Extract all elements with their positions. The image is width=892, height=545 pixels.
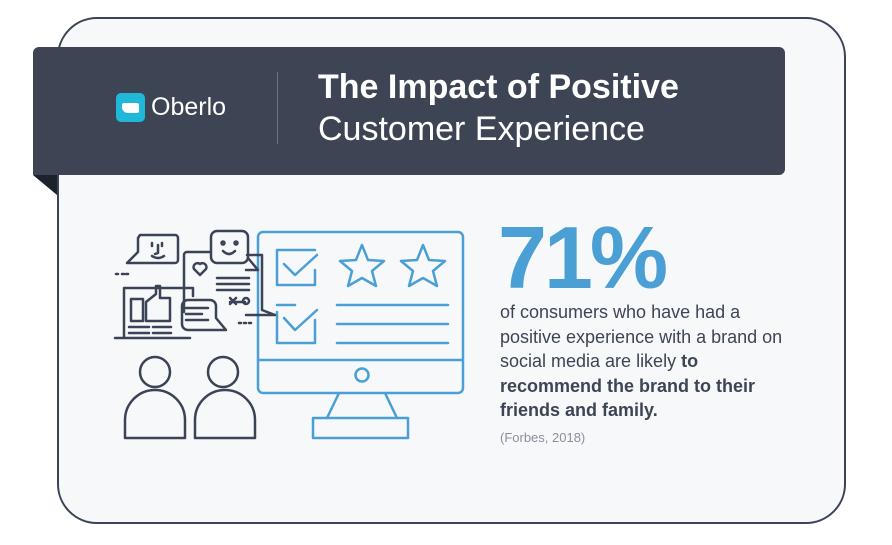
price-tag-icon — [116, 93, 145, 122]
laptop-icon — [113, 284, 195, 340]
title-line-1: The Impact of Positive — [318, 68, 679, 106]
chat-bubble-icon — [125, 233, 180, 265]
banner-fold — [33, 175, 57, 195]
checkbox-icon — [275, 248, 317, 287]
checkbox-icon — [275, 303, 317, 345]
description-text: of consumers who have had a positive exp… — [500, 302, 783, 371]
star-icon — [399, 243, 447, 288]
monitor-icon — [256, 230, 465, 440]
oberlo-logo: Oberlo — [116, 93, 226, 122]
user-icon — [123, 355, 187, 440]
review-card-icon — [182, 250, 277, 317]
title-line-2: Customer Experience — [318, 110, 645, 148]
header-divider — [277, 72, 278, 144]
smiley-bubble-icon — [209, 229, 260, 272]
source-citation: (Forbes, 2018) — [500, 430, 586, 445]
description-bold: to recommend the brand to their friends … — [500, 351, 756, 420]
star-icon — [338, 243, 386, 288]
user-icon — [193, 355, 257, 440]
chat-bubble-icon — [180, 298, 228, 332]
brand-name: Oberlo — [151, 93, 227, 121]
header-banner — [33, 47, 785, 175]
stat-description: of consumers who have had a positive exp… — [500, 300, 800, 423]
stat-value: 71% — [498, 208, 668, 307]
